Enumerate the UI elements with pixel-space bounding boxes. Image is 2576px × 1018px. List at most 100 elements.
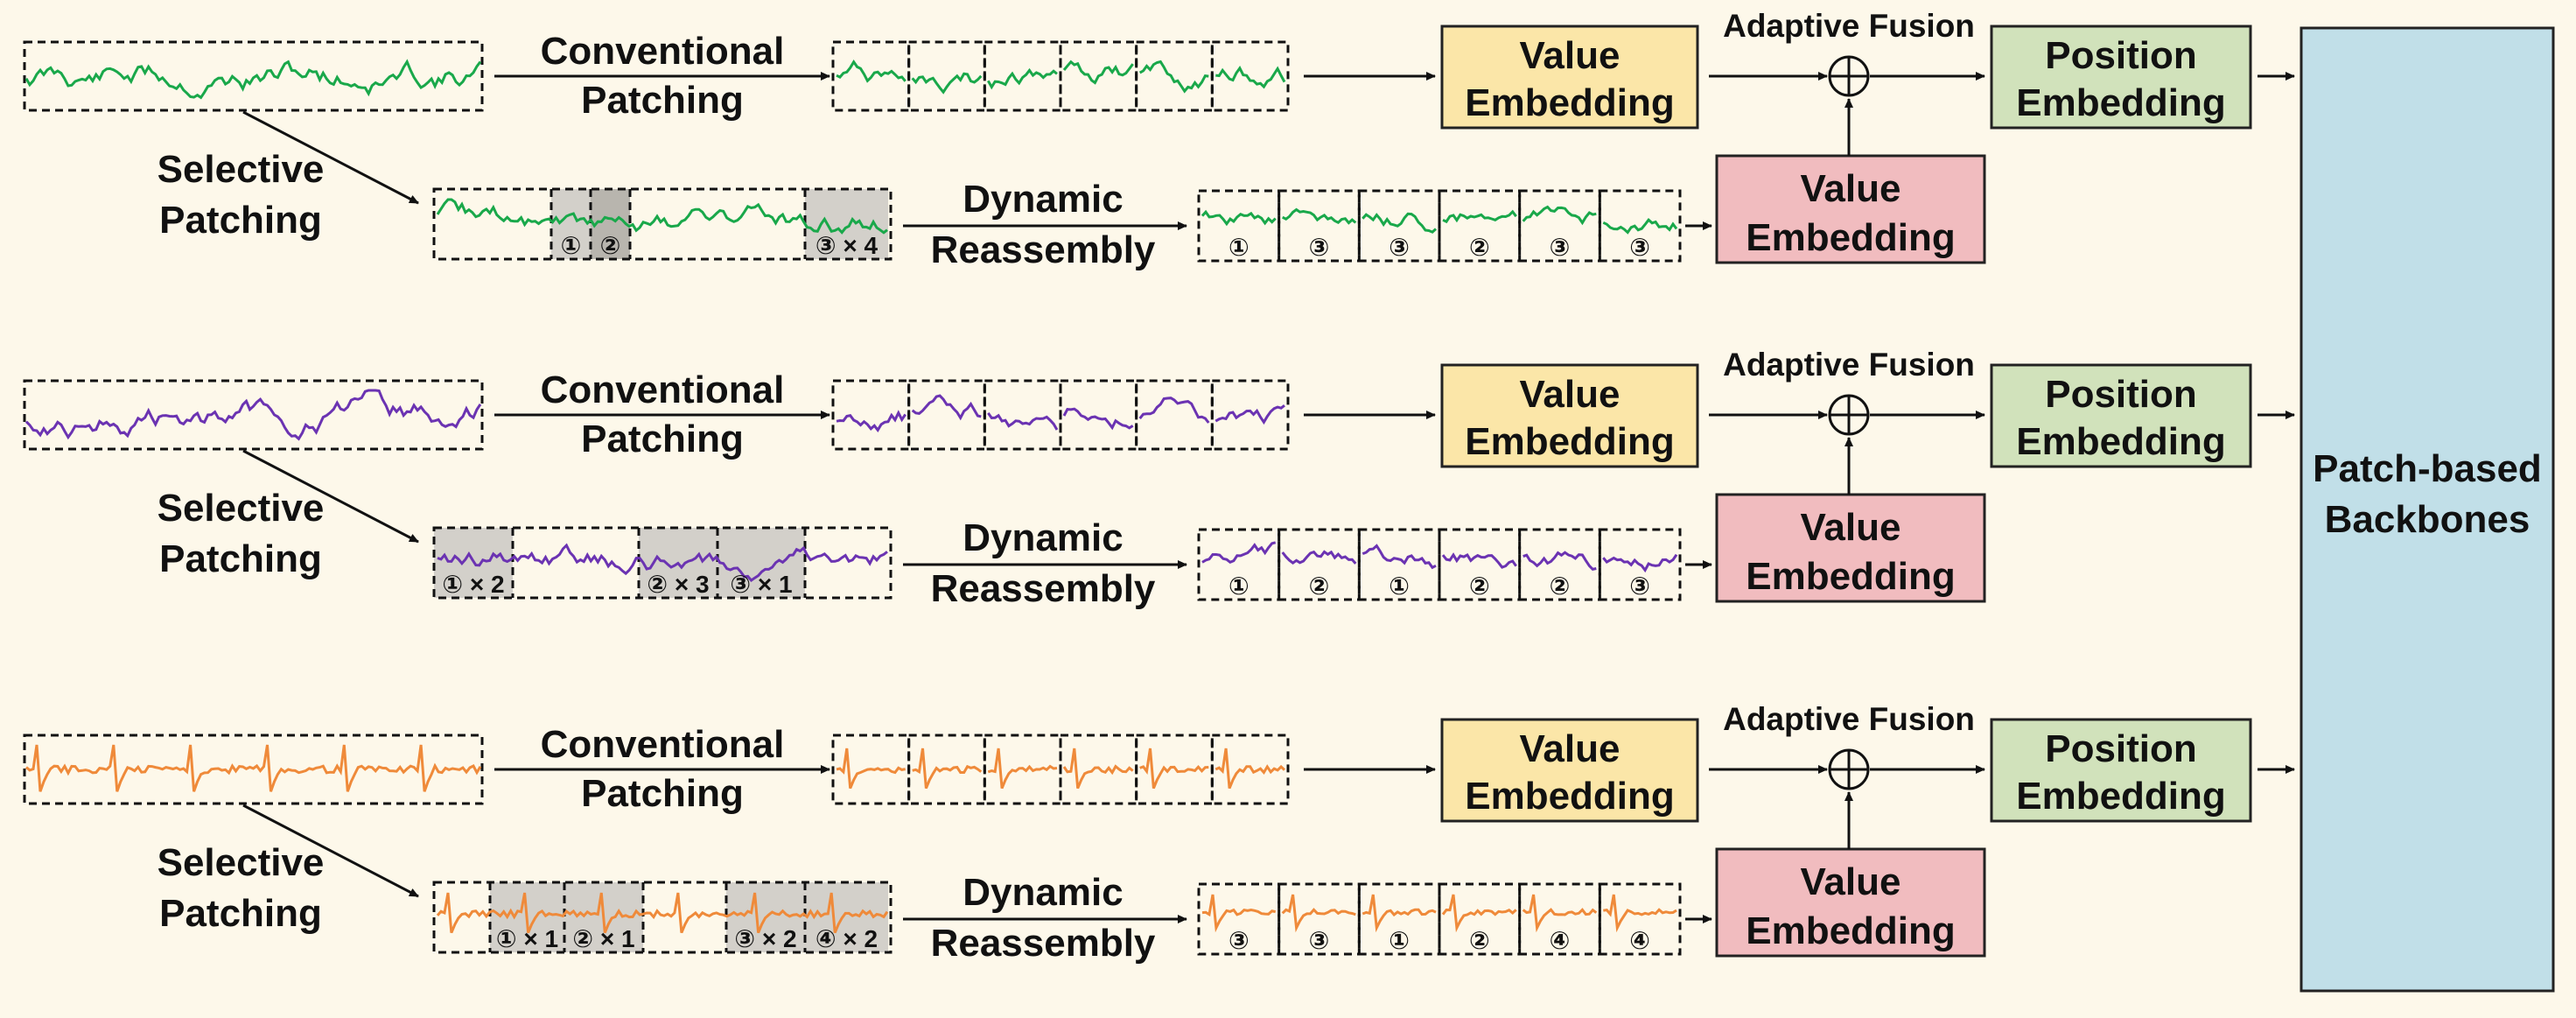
reassembly-label: Reassembly [931, 228, 1156, 271]
reassembled-patch [1518, 528, 1601, 601]
backbone-label-line1: Patch-based [2313, 447, 2542, 490]
value-embedding-label: Value [1801, 860, 1901, 903]
patching-label: Patching [581, 418, 744, 460]
reassembled-patch-mark: ④ [1629, 927, 1650, 954]
patch-series-line [1362, 212, 1438, 234]
adaptive-fusion-label: Adaptive Fusion [1723, 701, 1975, 737]
reassembled-patch-mark: ③ [1550, 234, 1571, 261]
value-embedding-label: Embedding [1465, 775, 1675, 818]
reassembled-patch-mark: ③ [1629, 572, 1650, 600]
backbone-label-line2: Backbones [2325, 498, 2530, 541]
value-embedding-label: Embedding [1746, 555, 1956, 598]
selected-patch [718, 528, 805, 598]
reassembly-label: Reassembly [931, 567, 1156, 610]
patch-series-line [1522, 894, 1598, 933]
patch-series-line [1062, 407, 1134, 431]
patching-label: Patching [581, 79, 744, 122]
adaptive-fusion-label: Adaptive Fusion [1723, 347, 1975, 383]
patch-series-line [986, 67, 1058, 90]
patching-label: Patching [581, 772, 744, 815]
reassembled-patch [1197, 528, 1281, 601]
reassembled-patch [1598, 528, 1682, 601]
input-series-box [23, 40, 484, 112]
patch-based-backbones-block: Patch-based Backbones [2300, 26, 2555, 993]
selected-patch-mark: ③ × 4 [816, 232, 878, 259]
selective-patch-strip [432, 187, 892, 261]
input-series-line [25, 744, 482, 792]
input-series-box [23, 379, 484, 451]
patch-series-line [911, 72, 983, 95]
patch-series-line [987, 412, 1059, 431]
selective-series-line [436, 892, 889, 934]
reassembled-patch [1357, 528, 1441, 601]
reassembled-patch-mark: ③ [1309, 927, 1330, 954]
reassembled-patch [1438, 528, 1522, 601]
selected-patch-mark: ① [561, 232, 582, 259]
selective-label: Selective [158, 487, 325, 530]
reassembled-patch-mark: ① [1228, 572, 1250, 600]
reassembled-patch-mark: ② [1469, 927, 1490, 954]
patch-series-line [911, 394, 982, 421]
selected-patch [551, 189, 591, 259]
reassembled-patch-mark: ③ [1389, 234, 1410, 261]
reassembled-patch-mark: ① [1389, 927, 1410, 954]
patching-label: Patching [159, 537, 322, 580]
patch-series-line [1214, 748, 1286, 790]
patch-series-line [1362, 894, 1437, 933]
dynamic-label: Dynamic [962, 871, 1123, 914]
value-embedding-label: Value [1520, 727, 1620, 770]
reassembled-patch-mark: ④ [1550, 927, 1571, 954]
value-embedding-label: Embedding [1746, 216, 1956, 259]
position-embedding-label: Position [2045, 34, 2197, 77]
input-series-line [24, 59, 482, 100]
patch-series-line [1138, 60, 1209, 94]
value-embedding-box [1440, 718, 1699, 823]
selective-label: Selective [158, 841, 325, 884]
dynamic-label: Dynamic [962, 516, 1123, 559]
reassembled-patch-mark: ③ [1629, 234, 1650, 261]
patch-series-line [1062, 748, 1134, 790]
patch-series-line [1522, 205, 1597, 226]
reassembled-patch-mark: ② [1550, 572, 1571, 600]
patch-series-line [1139, 748, 1209, 790]
selective-patch-strip [432, 881, 892, 954]
selected-patch-mark: ③ × 1 [730, 571, 792, 598]
conventional-label: Conventional [541, 723, 785, 766]
value-embedding-label: Embedding [1465, 420, 1675, 463]
input-series-line [24, 389, 482, 441]
reassembled-patch-mark: ② [1469, 572, 1490, 600]
value-embedding-label: Value [1801, 506, 1901, 549]
conventional-label: Conventional [541, 369, 785, 411]
reassembled-patch-mark: ① [1228, 234, 1250, 261]
input-series-box [23, 734, 484, 805]
patch-series-line [836, 60, 906, 83]
value-embedding-label: Value [1520, 373, 1620, 416]
value-embedding-label: Embedding [1465, 81, 1675, 124]
selected-patch-mark: ② [600, 232, 621, 259]
patch-series-line [836, 748, 906, 790]
patch-series-line [1062, 60, 1134, 85]
selective-label: Selective [158, 148, 325, 191]
patch-series-line [1362, 544, 1437, 570]
reassembled-patch [1598, 189, 1682, 263]
backbone-box [2300, 26, 2555, 993]
patch-series-line [1441, 552, 1517, 569]
reassembled-patch [1518, 189, 1601, 263]
reassembled-patch [1278, 189, 1361, 263]
patch-series-line [1441, 894, 1517, 933]
adaptive-fusion-label: Adaptive Fusion [1723, 8, 1975, 44]
patch-series-line [1603, 894, 1677, 933]
value-embedding-box [1440, 25, 1699, 130]
patch-series-line [987, 748, 1058, 790]
reassembled-patch-mark: ③ [1309, 234, 1330, 261]
selected-patch-mark: ④ × 2 [816, 925, 878, 952]
position-embedding-box [1990, 718, 2252, 823]
conventional-patch [1210, 734, 1290, 805]
selective-patching-arrow [242, 110, 419, 205]
value-embedding-box [1440, 363, 1699, 468]
position-embedding-box [1990, 25, 2252, 130]
patch-series-line [1215, 66, 1286, 89]
reassembly-label: Reassembly [931, 922, 1156, 965]
selective-patching-arrow [242, 449, 419, 544]
